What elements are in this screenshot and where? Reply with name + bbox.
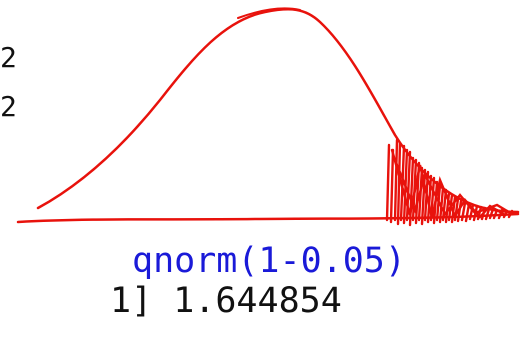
shaded-tail xyxy=(385,138,514,227)
cropped-line-digit: 2 xyxy=(0,41,17,74)
bell-curve-stroke xyxy=(36,8,520,214)
console-command: qnorm(1-0.05) xyxy=(132,241,406,281)
bell-curve-overstroke xyxy=(237,7,301,19)
console-output: 1] 1.644854 xyxy=(110,281,342,321)
cropped-line-digit: 2 xyxy=(0,90,17,123)
